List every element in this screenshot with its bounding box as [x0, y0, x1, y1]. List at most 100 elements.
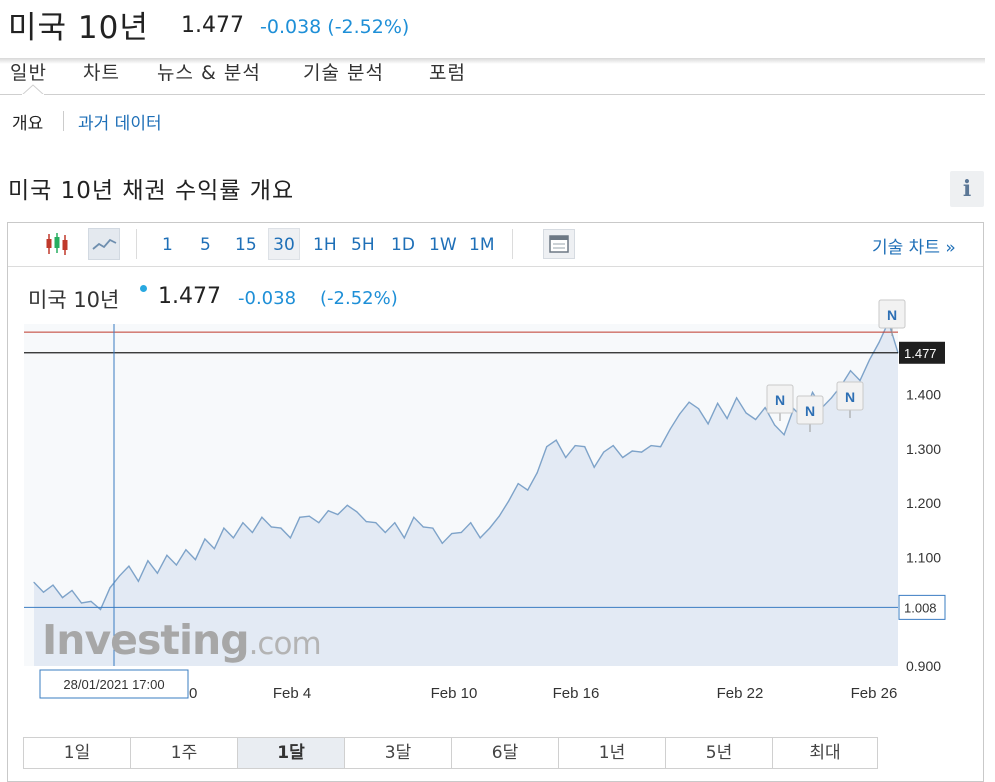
range-1m[interactable]: 1달: [238, 738, 345, 768]
series-point: [735, 397, 738, 399]
interval-1d[interactable]: 1D: [391, 235, 415, 255]
range-max[interactable]: 최대: [809, 743, 841, 763]
series-point: [375, 522, 377, 524]
interval-5[interactable]: 5: [200, 235, 211, 255]
series-point: [603, 451, 605, 453]
series-point: [90, 600, 92, 603]
info-icon[interactable]: i: [950, 171, 984, 207]
range-1w[interactable]: 1주: [131, 738, 238, 768]
interval-15[interactable]: 15: [235, 235, 257, 255]
series-point: [593, 466, 595, 468]
series-point: [365, 521, 367, 523]
toolbar-divider: [512, 229, 513, 259]
live-dot-icon: [140, 285, 147, 292]
series-point: [33, 581, 35, 584]
series-point: [584, 446, 586, 448]
range-6m[interactable]: 6달: [452, 738, 559, 768]
series-point: [555, 439, 557, 441]
chart-change-pct: (-2.52%): [320, 288, 398, 309]
series-line: [33, 319, 899, 611]
series-point: [754, 418, 757, 421]
series-point: [80, 602, 83, 604]
range-1d[interactable]: 1일: [24, 738, 131, 768]
tab-forum[interactable]: 포럼: [429, 62, 466, 84]
series-point: [280, 527, 282, 529]
range-3m[interactable]: 3달: [345, 738, 452, 768]
calendar-icon: [549, 235, 569, 253]
tab-news-analysis[interactable]: 뉴스 & 분석: [157, 62, 261, 84]
series-point: [128, 565, 130, 567]
series-point: [811, 391, 814, 393]
series-point: [156, 572, 159, 574]
news-marker-icon: [766, 384, 794, 414]
tab-technical[interactable]: 기술 분석: [303, 62, 384, 84]
news-marker-icon: [836, 381, 864, 411]
series-point: [118, 575, 121, 577]
series-point: [99, 608, 102, 611]
interval-30[interactable]: 30: [268, 228, 300, 260]
series-point: [242, 522, 244, 524]
y-tick-label: 1.300: [906, 441, 941, 457]
interval-1[interactable]: 1: [162, 235, 173, 255]
interval-1w[interactable]: 1W: [429, 235, 457, 255]
subnav-overview[interactable]: 개요: [12, 114, 44, 134]
range-5y[interactable]: 5년: [666, 738, 773, 768]
range-selector: 1일 1주 1달 3달 6달 1년 5년 최대: [23, 737, 878, 769]
series-point: [859, 379, 861, 382]
series-point: [517, 483, 519, 485]
chart-instrument-name: 미국 10년: [28, 288, 120, 312]
technical-chart-link[interactable]: 기술 차트 »: [872, 238, 956, 258]
series-point: [527, 489, 529, 491]
series-point: [460, 531, 462, 534]
series-point: [622, 456, 624, 459]
series-point: [650, 445, 652, 447]
series-point: [641, 451, 643, 453]
current-value-label: 1.477: [904, 346, 937, 361]
series-point: [413, 516, 415, 518]
interval-1m[interactable]: 1M: [469, 235, 495, 255]
series-point: [631, 450, 633, 452]
series-point: [346, 504, 348, 506]
series-point: [175, 564, 178, 566]
series-point: [479, 537, 481, 539]
series-point: [384, 531, 386, 534]
section-title: 미국 10년 채권 수익률 개요: [8, 178, 295, 204]
series-point: [536, 472, 538, 474]
y-tick-label: 1.100: [906, 549, 941, 565]
y-tick-label: 0.900: [906, 658, 941, 674]
x-tick-label: Feb 4: [273, 685, 311, 702]
series-point: [137, 580, 140, 582]
subnav-historical-data[interactable]: 과거 데이터: [78, 114, 162, 134]
line-chart-icon: [92, 238, 117, 250]
series-point: [261, 516, 263, 518]
series-point: [308, 515, 310, 517]
subnav-divider: [63, 111, 64, 131]
series-point: [849, 370, 852, 372]
calendar-button[interactable]: [543, 229, 575, 259]
series-point: [204, 538, 206, 540]
crosshair-date-box: [39, 669, 189, 699]
line-chart-button[interactable]: [88, 228, 120, 260]
series-point: [403, 537, 405, 539]
series-point: [707, 423, 709, 425]
series-point: [327, 510, 329, 512]
tab-general[interactable]: 일반: [10, 62, 47, 84]
series-point: [42, 591, 45, 593]
series-point: [745, 412, 747, 414]
news-marker-label: N: [805, 403, 815, 419]
range-1y[interactable]: 1년: [559, 738, 666, 768]
interval-5h[interactable]: 5H: [351, 235, 375, 255]
interval-1h[interactable]: 1H: [313, 235, 337, 255]
series-point: [783, 434, 785, 436]
series-point: [669, 428, 671, 430]
series-point: [185, 549, 187, 551]
series-point: [318, 522, 320, 524]
candlestick-icon[interactable]: [44, 231, 70, 257]
series-point: [213, 548, 215, 550]
tab-chart[interactable]: 차트: [83, 62, 120, 84]
y-tick-label: 1.400: [906, 387, 941, 403]
series-point: [251, 531, 253, 534]
series-point: [451, 532, 453, 535]
instrument-price: 1.477: [181, 13, 244, 38]
